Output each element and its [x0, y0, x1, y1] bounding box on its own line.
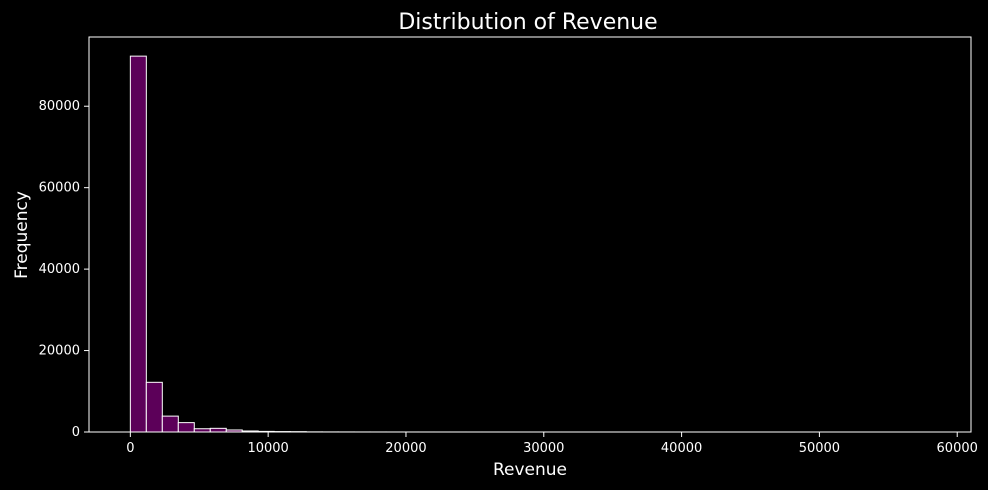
histogram-bar [177, 422, 195, 433]
x-tick-label: 40000 [661, 441, 702, 456]
y-tick-label: 0 [72, 425, 80, 440]
histogram-bars [129, 55, 931, 433]
x-tick-label: 10000 [247, 441, 288, 456]
plot-frame [88, 36, 972, 433]
y-tick-label: 60000 [39, 181, 80, 196]
y-tick-label: 40000 [39, 262, 80, 277]
chart-title: Distribution of Revenue [398, 10, 657, 35]
y-axis-ticks: 0 20000 40000 60000 80000 [39, 99, 89, 440]
histogram-bar [129, 55, 147, 433]
x-axis-label: Revenue [493, 460, 567, 480]
x-tick-label: 30000 [523, 441, 564, 456]
histogram-bar [145, 381, 163, 433]
x-tick-label: 60000 [937, 441, 978, 456]
x-tick-label: 20000 [385, 441, 426, 456]
x-axis-ticks: 0 10000 20000 30000 40000 50000 60000 [126, 432, 978, 456]
histogram-bar [209, 427, 227, 433]
y-tick-label: 20000 [39, 344, 80, 359]
y-axis-label: Frequency [12, 191, 32, 279]
x-tick-label: 0 [126, 441, 134, 456]
histogram-bar [161, 415, 179, 433]
x-tick-label: 50000 [799, 441, 840, 456]
y-tick-label: 80000 [39, 99, 80, 114]
